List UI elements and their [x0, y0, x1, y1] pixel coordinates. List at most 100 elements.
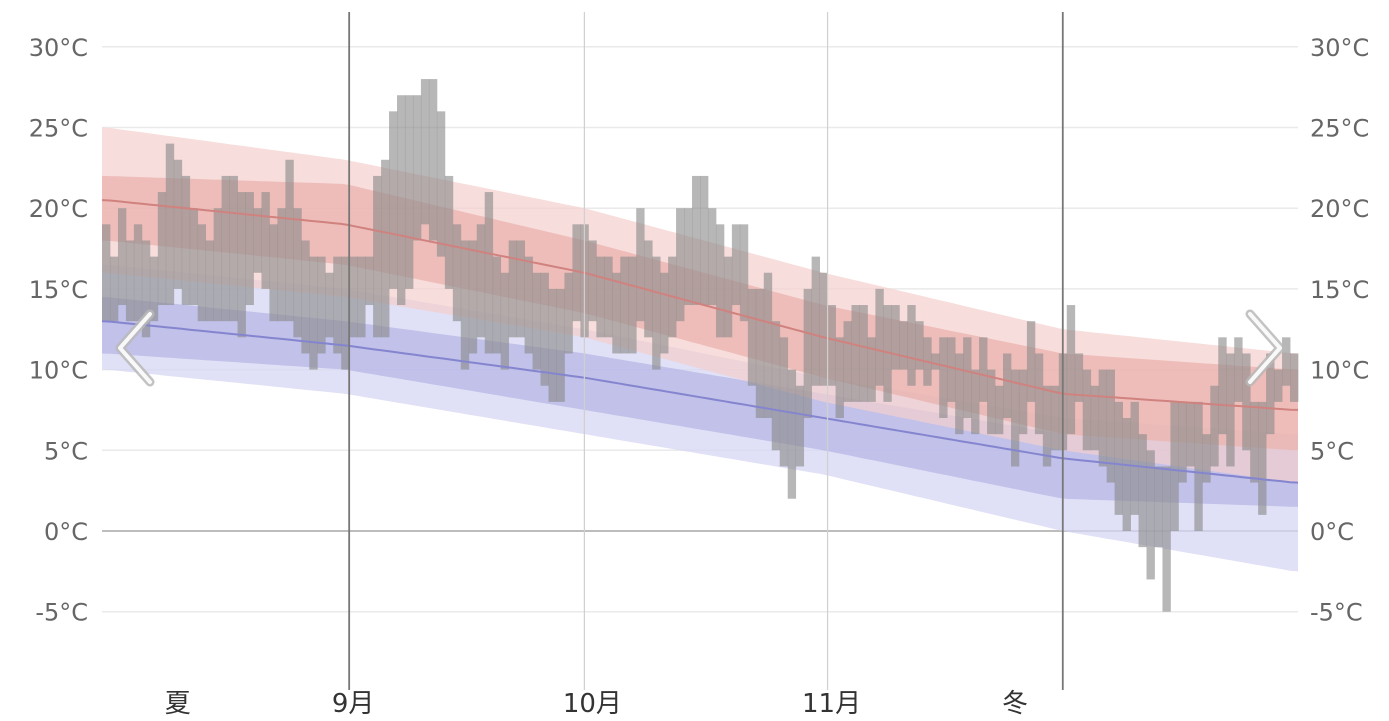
daily-bar	[1186, 401, 1195, 467]
daily-bar	[1130, 401, 1139, 515]
daily-bar	[221, 175, 230, 322]
daily-bar	[349, 256, 358, 338]
daily-bar	[779, 337, 789, 467]
daily-bar	[883, 305, 892, 402]
low-band-inner	[102, 297, 1298, 507]
daily-bar	[1002, 353, 1012, 419]
y-tick-label-left: 20°C	[29, 195, 88, 223]
x-axis-label: 10月	[563, 689, 622, 719]
daily-bar	[676, 208, 685, 322]
x-axis-label: 9月	[332, 689, 375, 719]
daily-bar	[803, 288, 813, 419]
daily-bar	[1098, 369, 1108, 467]
y-tick-label-right: 0°C	[1310, 518, 1354, 546]
daily-bar	[715, 224, 725, 338]
daily-bar	[572, 224, 581, 322]
daily-bar	[397, 95, 406, 306]
daily-bar	[628, 256, 637, 354]
daily-bar	[524, 256, 533, 354]
x-axis-label: 11月	[802, 689, 861, 719]
daily-bar	[636, 208, 645, 322]
daily-bar	[827, 305, 836, 386]
daily-bar	[1154, 466, 1163, 548]
daily-bar	[381, 159, 390, 338]
daily-bar	[261, 192, 270, 289]
daily-bar	[1202, 434, 1211, 483]
daily-bar	[181, 175, 191, 306]
daily-bar	[971, 369, 980, 435]
daily-bar	[205, 240, 215, 322]
daily-bar	[939, 337, 948, 419]
daily-bar	[1210, 385, 1219, 467]
daily-bar	[133, 224, 143, 322]
daily-bar	[1250, 401, 1259, 483]
daily-bar	[787, 369, 797, 499]
daily-bar	[412, 95, 422, 241]
daily-bar	[532, 272, 541, 370]
daily-bar	[1266, 353, 1275, 435]
daily-bar	[1218, 337, 1227, 435]
daily-bar	[979, 337, 988, 402]
daily-bar	[723, 256, 733, 338]
daily-bar	[325, 272, 334, 338]
daily-bar	[556, 288, 565, 402]
daily-bar	[588, 240, 597, 322]
y-tick-label-left: -5°C	[35, 599, 88, 627]
daily-bar	[596, 256, 605, 338]
y-tick-label-left: 15°C	[29, 276, 88, 304]
daily-bar	[620, 256, 629, 354]
y-axis-right: -5°C 0°C 5°C 10°C 15°C 20°C 25°C 30°C	[1310, 34, 1369, 627]
next-period-button[interactable]	[1238, 308, 1288, 388]
daily-bar	[604, 256, 613, 338]
daily-bar	[333, 256, 342, 354]
daily-bar	[1106, 369, 1116, 483]
daily-bar	[1138, 434, 1147, 548]
daily-bar	[731, 224, 741, 306]
daily-bar	[771, 321, 781, 451]
daily-bar	[612, 272, 621, 354]
daily-bar	[1242, 353, 1251, 451]
daily-bar	[1258, 401, 1267, 515]
daily-bar	[141, 240, 151, 338]
daily-bar	[707, 208, 717, 306]
daily-bar	[700, 175, 709, 306]
daily-bar	[1018, 369, 1028, 435]
daily-bar	[1114, 401, 1123, 515]
daily-bar	[1082, 369, 1092, 451]
daily-bar	[293, 208, 302, 338]
daily-bar	[173, 159, 183, 289]
y-tick-label-left: 5°C	[44, 437, 88, 465]
x-axis-labels: 夏 9月 10月 11月 冬	[165, 689, 1028, 719]
daily-bar	[157, 192, 167, 306]
daily-bar	[652, 256, 661, 370]
daily-bar	[317, 256, 326, 354]
daily-bar	[1170, 401, 1179, 531]
daily-bar	[389, 111, 398, 289]
daily-bar	[1274, 369, 1283, 402]
chevron-right-icon	[1245, 309, 1285, 387]
daily-bar	[1234, 337, 1243, 402]
daily-bar	[747, 288, 757, 386]
y-tick-label-right: 5°C	[1310, 437, 1354, 465]
daily-bar	[428, 79, 438, 241]
daily-bar	[915, 321, 924, 370]
daily-bar	[516, 240, 525, 338]
daily-bar	[117, 208, 127, 306]
previous-period-button[interactable]	[112, 308, 162, 388]
daily-bar	[1042, 385, 1052, 467]
y-axis-left: -5°C 0°C 5°C 10°C 15°C 20°C 25°C 30°C	[29, 34, 88, 627]
daily-bar	[811, 256, 820, 386]
daily-bar	[1122, 418, 1131, 531]
daily-bar	[835, 337, 844, 419]
daily-bar	[1178, 401, 1187, 483]
x-axis-label: 冬	[1002, 689, 1028, 719]
daily-bar	[484, 192, 494, 354]
daily-bar	[109, 256, 119, 322]
y-tick-label-right: 30°C	[1310, 34, 1369, 62]
daily-bar	[277, 208, 286, 322]
daily-bar	[1194, 401, 1203, 531]
y-tick-label-left: 25°C	[29, 115, 88, 143]
daily-bar	[253, 208, 262, 273]
daily-bar	[947, 337, 956, 402]
